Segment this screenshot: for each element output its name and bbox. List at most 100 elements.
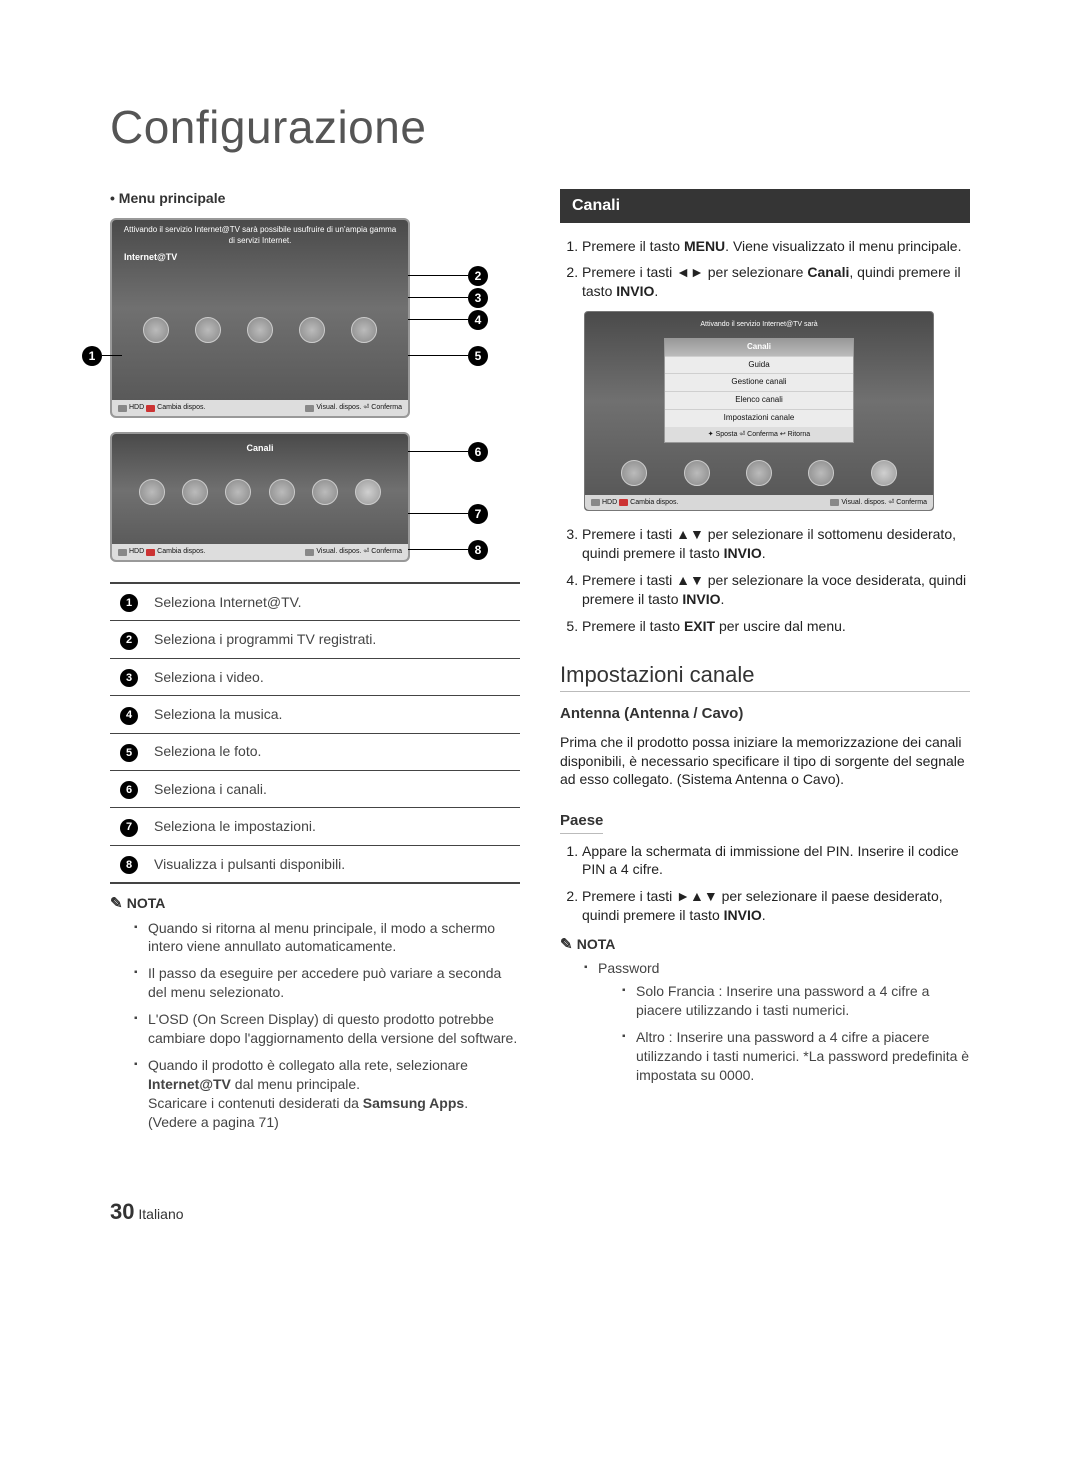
red-tag-icon xyxy=(146,549,155,556)
legend-row: 3 Seleziona i video. xyxy=(110,658,520,695)
hdd-icon xyxy=(118,549,127,556)
red-tag-icon xyxy=(619,499,628,506)
conferma-label: Conferma xyxy=(371,403,402,412)
conferma-label: Conferma xyxy=(371,547,402,556)
note-label-right: NOTA xyxy=(560,936,615,952)
callout-8: 8 xyxy=(408,540,488,560)
note-right-list: Password Solo Francia : Inserire una pas… xyxy=(560,959,970,1084)
tv-footer: HDD Cambia dispos. Visual. dispos. ⏎ Con… xyxy=(112,400,408,415)
tv-footer-2: HDD Cambia dispos. Visual. dispos. ⏎ Con… xyxy=(112,544,408,559)
note-label: NOTA xyxy=(110,895,165,911)
legend-text: Visualizza i pulsanti disponibili. xyxy=(148,845,520,883)
banner-short: Attivando il servizio Internet@TV sarà xyxy=(585,320,933,329)
popup-menu: Canali GuidaGestione canaliElenco canali… xyxy=(664,338,854,443)
legend-row: 1 Seleziona Internet@TV. xyxy=(110,583,520,621)
r-icon-gear xyxy=(871,460,897,486)
step-5: Premere il tasto EXIT per uscire dal men… xyxy=(582,617,970,636)
legend-text: Seleziona le foto. xyxy=(148,733,520,770)
legend-table: 1 Seleziona Internet@TV. 2 Seleziona i prog… xyxy=(110,582,520,884)
legend-num: 8 xyxy=(120,856,138,874)
legend-row: 5 Seleziona le foto. xyxy=(110,733,520,770)
icon-1 xyxy=(139,479,165,505)
step-1: Premere il tasto MENU. Viene visualizzat… xyxy=(582,237,970,256)
hdd-icon xyxy=(118,405,127,412)
tv-screen-canali: Canali HDD Cambia dispos. Visual. dispos… xyxy=(110,432,410,562)
icon-internet-tv xyxy=(143,317,169,343)
icon-music xyxy=(299,317,325,343)
hdd-label: HDD xyxy=(602,498,617,507)
legend-text: Seleziona i canali. xyxy=(148,771,520,808)
legend-num: 1 xyxy=(120,594,138,612)
page-title: Configurazione xyxy=(110,100,970,154)
callout-5: 5 xyxy=(408,346,488,366)
r-icon-1 xyxy=(621,460,647,486)
note-item: Quando si ritorna al menu principale, il… xyxy=(134,919,520,957)
canali-steps-1-2: Premere il tasto MENU. Viene visualizzat… xyxy=(560,237,970,302)
popup-item: Guida xyxy=(665,356,853,374)
paese-step-1: Appare la schermata di immissione del PI… xyxy=(582,842,970,880)
visual-label: Visual. dispos. xyxy=(841,498,886,507)
yellow-tag-icon xyxy=(830,499,839,506)
canali-steps-3-5: Premere i tasti ▲▼ per selezionare il so… xyxy=(560,525,970,635)
note-password: Password Solo Francia : Inserire una pas… xyxy=(584,959,970,1084)
legend-num: 6 xyxy=(120,781,138,799)
popup-item: Impostazioni canale xyxy=(665,409,853,427)
yellow-tag-icon xyxy=(305,405,314,412)
note-right: NOTA Password Solo Francia : Inserire un… xyxy=(560,935,970,1085)
paese-step-2: Premere i tasti ►▲▼ per selezionare il p… xyxy=(582,887,970,925)
legend-text: Seleziona i video. xyxy=(148,658,520,695)
canali-popup-screenshot: Attivando il servizio Internet@TV sarà C… xyxy=(584,311,934,511)
antenna-title: Antenna (Antenna / Cavo) xyxy=(560,704,970,724)
popup-item: Gestione canali xyxy=(665,373,853,391)
visual-label: Visual. dispos. xyxy=(316,547,361,556)
legend-row: 7Seleziona le impostazioni. xyxy=(110,808,520,845)
visual-label: Visual. dispos. xyxy=(316,403,361,412)
legend-row: 4Seleziona la musica. xyxy=(110,696,520,733)
conferma-label: Conferma xyxy=(896,498,927,507)
callout-2: 2 xyxy=(408,266,488,286)
legend-num: 3 xyxy=(120,669,138,687)
tv-screen-main: Attivando il servizio Internet@TV sarà p… xyxy=(110,218,410,418)
r-icon-2 xyxy=(684,460,710,486)
canali-screen-title: Canali xyxy=(246,442,273,454)
antenna-para: Prima che il prodotto possa iniziare la … xyxy=(560,733,970,790)
legend-row: 2 Seleziona i programmi TV registrati. xyxy=(110,621,520,658)
step-4: Premere i tasti ▲▼ per selezionare la vo… xyxy=(582,571,970,609)
icon-settings xyxy=(355,479,381,505)
yellow-tag-icon xyxy=(305,549,314,556)
step-2: Premere i tasti ◄► per selezionare Canal… xyxy=(582,263,970,301)
icon-3 xyxy=(225,479,251,505)
step-3: Premere i tasti ▲▼ per selezionare il so… xyxy=(582,525,970,563)
hdd-icon xyxy=(591,499,600,506)
cambia-label: Cambia dispos. xyxy=(157,547,205,556)
legend-text: Seleziona Internet@TV. xyxy=(148,583,520,621)
r-icon-4 xyxy=(808,460,834,486)
note-sub-item: Altro : Inserire una password a 4 cifre … xyxy=(622,1028,970,1085)
cambia-label: Cambia dispos. xyxy=(630,498,678,507)
note-left-list: Quando si ritorna al menu principale, il… xyxy=(110,919,520,1132)
hdd-label: HDD xyxy=(129,547,144,556)
legend-row: 8 Visualizza i pulsanti disponibili. xyxy=(110,845,520,883)
callout-3: 3 xyxy=(408,288,488,308)
right-column: Canali Premere il tasto MENU. Viene visu… xyxy=(560,189,970,1139)
icon-video xyxy=(247,317,273,343)
popup-footer: ✦ Sposta ⏎ Conferma ↩ Ritorna xyxy=(665,427,853,442)
note-left: NOTA Quando si ritorna al menu principal… xyxy=(110,894,520,1131)
icon-4 xyxy=(269,479,295,505)
page-number: 30 xyxy=(110,1199,134,1224)
icon-rec-tv xyxy=(195,317,221,343)
legend-text: Seleziona la musica. xyxy=(148,696,520,733)
hdd-label: HDD xyxy=(129,403,144,412)
popup-title: Canali xyxy=(665,339,853,356)
r-icon-3 xyxy=(746,460,772,486)
callout-1: 1 xyxy=(82,346,122,366)
tv-footer-right: HDD Cambia dispos. Visual. dispos. ⏎ Con… xyxy=(585,495,933,510)
legend-num: 2 xyxy=(120,632,138,650)
cambia-label: Cambia dispos. xyxy=(157,403,205,412)
internet-tv-label: Internet@TV xyxy=(112,248,408,266)
left-column: Menu principale Attivando il servizio In… xyxy=(110,189,520,1139)
legend-text: Seleziona i programmi TV registrati. xyxy=(148,621,520,658)
legend-row: 6 Seleziona i canali. xyxy=(110,771,520,808)
legend-num: 5 xyxy=(120,744,138,762)
paese-steps: Appare la schermata di immissione del PI… xyxy=(560,842,970,926)
